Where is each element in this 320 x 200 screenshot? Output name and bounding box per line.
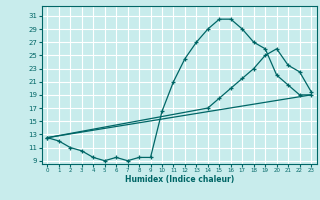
X-axis label: Humidex (Indice chaleur): Humidex (Indice chaleur) bbox=[124, 175, 234, 184]
